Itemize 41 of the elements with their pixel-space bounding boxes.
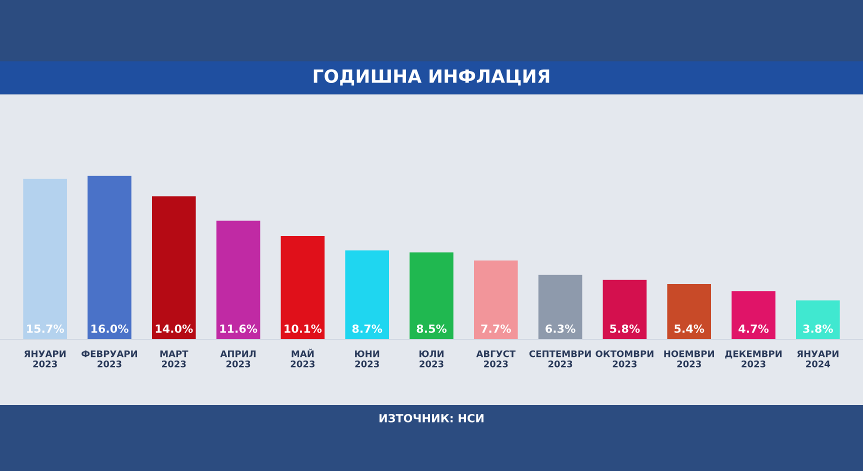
x-tick-label: МАРТ 2023 [160, 350, 188, 368]
bar [410, 252, 454, 340]
bar [280, 236, 325, 340]
x-tick-label: ФЕВРУАРИ 2023 [82, 350, 138, 368]
x-tick-label: ЮЛИ 2023 [420, 350, 444, 368]
chart-title: ГОДИШНА ИНФЛАЦИЯ [314, 69, 550, 86]
x-tick-label: ЯНУАРИ 2024 [797, 350, 838, 368]
x-tick-label: АВГУСТ 2023 [476, 350, 516, 368]
x-tick-label: МАЙ 2023 [290, 348, 315, 368]
x-tick-label: СЕПТЕМВРИ 2023 [529, 350, 591, 368]
bar [152, 196, 196, 340]
x-tick-label: ДЕКЕМВРИ 2023 [725, 350, 782, 368]
bar [216, 220, 260, 340]
data-label: 4.7% [738, 324, 769, 333]
x-tick-label: ЮНИ 2023 [355, 350, 380, 368]
data-label: 5.8% [610, 324, 640, 333]
bar [667, 284, 712, 340]
x-tick-label: ЯНУАРИ 2023 [24, 350, 66, 368]
data-label: 8.7% [352, 324, 382, 333]
bar [796, 300, 840, 340]
bar [538, 274, 582, 340]
x-tick-label: НОЕМВРИ 2023 [664, 350, 714, 368]
data-label: 5.4% [674, 324, 704, 333]
data-label: 14.0% [156, 324, 193, 333]
bar [732, 291, 776, 340]
text: ИЗТОЧНИК: НСИ [380, 414, 484, 422]
data-label: 15.7% [27, 324, 64, 333]
x-tick-label: ОКТОМВРИ 2023 [596, 350, 654, 368]
x-tick-label: АПРИЛ 2023 [220, 350, 256, 368]
data-label: 3.8% [803, 324, 833, 333]
data-label: 6.3% [546, 324, 576, 333]
bar [345, 250, 389, 340]
bar [474, 260, 518, 340]
data-label: 8.5% [416, 324, 447, 333]
data-label: 11.6% [220, 324, 258, 333]
bar [602, 280, 647, 340]
data-label: 7.7% [481, 324, 511, 333]
data-label: 10.1% [284, 324, 322, 333]
bar [23, 178, 67, 340]
bar [88, 176, 132, 340]
data-label: 16.0% [91, 324, 128, 333]
